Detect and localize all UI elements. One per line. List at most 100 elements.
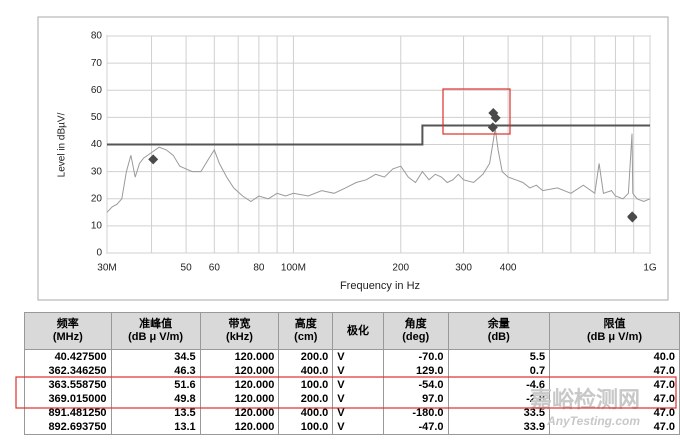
table-cell: 400.0: [278, 406, 334, 420]
header-cell: 余量 (dB): [447, 312, 551, 350]
table-cell: 100.0: [278, 378, 334, 392]
table-cell: V: [332, 420, 384, 435]
header-text: (MHz): [52, 331, 83, 343]
header-text: 余量: [487, 318, 510, 330]
table-cell: 34.5: [110, 349, 201, 364]
table-cell: V: [332, 378, 384, 392]
y-tick-label: 70: [91, 58, 103, 69]
header-text: (dB μ V/m): [128, 331, 184, 343]
table-cell: 47.0: [549, 406, 680, 420]
header-text: (kHz): [226, 331, 253, 343]
peak-marker: [627, 212, 638, 223]
watermark-text: 嘉峪检测网: [530, 387, 641, 412]
chart: Level in dBµV/ Frequency in Hz 0 10 20 30 40…: [37, 16, 669, 301]
limit-line: [107, 124, 650, 146]
table-row: 40.427500 34.5 120.000 200.0 V -70.0 5.5 40.0: [24, 349, 680, 364]
header-text: (dB): [487, 331, 510, 343]
table-cell: 200.0: [278, 349, 334, 364]
header-row: 频率 (MHz) 准峰值 (dB μ V/m) 带宽 (kHz) 高度 (cm) 极化 角度 (de…: [24, 312, 680, 350]
table-cell: 13.5: [110, 406, 201, 420]
header-text: 带宽: [228, 318, 251, 330]
watermark: 嘉峪检测网 AnyTesting.com: [530, 382, 640, 428]
y-tick-label: 10: [91, 221, 103, 232]
trace-line: [106, 128, 651, 213]
header-text: 准峰值: [139, 318, 173, 330]
header-text: (deg): [402, 331, 430, 343]
table-cell: -54.0: [382, 378, 449, 392]
table-cell: 120.000: [199, 406, 280, 420]
y-axis-title: Level in dBµV/: [57, 112, 68, 177]
table-cell: 5.5: [447, 349, 551, 364]
table-cell: 40.0: [549, 349, 680, 364]
header-text: 极化: [347, 324, 370, 337]
table-cell: 120.000: [199, 378, 280, 392]
y-tick-label: 30: [91, 166, 103, 177]
watermark-text: AnyTesting.com: [547, 414, 641, 428]
table-cell: V: [332, 406, 384, 420]
header-text: 限值: [603, 318, 626, 330]
x-tick-label: 400: [500, 263, 517, 274]
x-tick-label: 1G: [643, 263, 657, 274]
table-cell: 120.000: [199, 392, 280, 406]
table-row: 362.346250 46.3 120.000 400.0 V 129.0 0.7 47.0: [24, 364, 680, 378]
header-cell: 高度 (cm): [278, 312, 334, 350]
table-cell: V: [332, 349, 384, 364]
table-cell: 362.346250: [24, 364, 112, 378]
x-tick-label: 50: [181, 263, 193, 274]
table-cell: 891.481250: [24, 406, 112, 420]
table-cell: 100.0: [278, 420, 334, 435]
table-cell: 400.0: [278, 364, 334, 378]
y-tick-label: 20: [91, 193, 103, 204]
table-cell: 120.000: [199, 349, 280, 364]
x-tick-label: 200: [392, 263, 409, 274]
table-cell: 120.000: [199, 420, 280, 435]
table-cell: 200.0: [278, 392, 334, 406]
header-text: (cm): [294, 331, 318, 343]
header-text: 高度: [294, 318, 317, 330]
table-cell: 47.0: [549, 364, 680, 378]
header-cell: 准峰值 (dB μ V/m): [110, 312, 201, 350]
chart-frame: [37, 16, 669, 301]
x-tick-label: 80: [253, 263, 265, 274]
y-tick-label: 50: [91, 112, 103, 123]
table-cell: -70.0: [382, 349, 449, 364]
x-axis-title: Frequency in Hz: [340, 280, 420, 292]
table-cell: 363.558750: [24, 378, 112, 392]
table-cell: 49.8: [110, 392, 201, 406]
table-cell: V: [332, 392, 384, 406]
header-cell: 极化: [332, 312, 384, 350]
table-row: 891.481250 13.5 120.000 400.0 V -180.0 33.5 47.…: [24, 406, 680, 420]
table-cell: 120.000: [199, 364, 280, 378]
table-row: 892.693750 13.1 120.000 100.0 V -47.0 33.9 47.0: [24, 420, 680, 435]
header-text: 角度: [404, 318, 427, 330]
table-cell: -47.0: [382, 420, 449, 435]
x-tick-label: 60: [209, 263, 221, 274]
table-cell: -180.0: [382, 406, 449, 420]
table-cell: 0.7: [447, 364, 551, 378]
table-cell: V: [332, 364, 384, 378]
header-cell: 角度 (deg): [382, 312, 449, 350]
table-cell: 47.0: [549, 420, 680, 435]
y-tick-label: 40: [91, 139, 103, 150]
x-tick-label: 30M: [97, 263, 116, 274]
table-cell: 369.015000: [24, 392, 112, 406]
table-cell: 129.0: [382, 364, 449, 378]
y-tick-label: 60: [91, 85, 103, 96]
header-cell: 带宽 (kHz): [199, 312, 280, 350]
header-text: 频率: [56, 318, 79, 330]
y-tick-label: 0: [96, 248, 102, 259]
table-cell: 13.1: [110, 420, 201, 435]
header-cell: 限值 (dB μ V/m): [549, 312, 680, 350]
table-cell: 892.693750: [24, 420, 112, 435]
header-text: (dB μ V/m): [587, 331, 643, 343]
header-cell: 频率 (MHz): [24, 312, 112, 350]
table-cell: 40.427500: [24, 349, 112, 364]
y-tick-label: 80: [91, 31, 103, 42]
x-tick-label: 100M: [281, 263, 306, 274]
table-cell: 51.6: [110, 378, 201, 392]
x-tick-label: 300: [455, 263, 472, 274]
peak-marker: [148, 154, 159, 165]
table-cell: 97.0: [382, 392, 449, 406]
table-cell: 46.3: [110, 364, 201, 378]
